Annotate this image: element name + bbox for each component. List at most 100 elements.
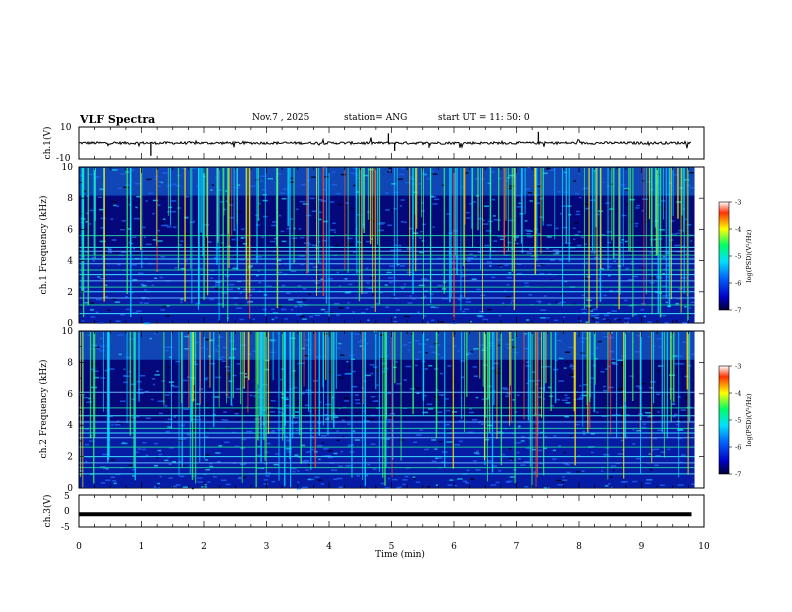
spectrogram-cell — [682, 341, 687, 344]
spectrogram-cell — [257, 389, 261, 391]
spectrogram-cell — [146, 178, 152, 181]
ch1-ytick-top: 10 — [60, 123, 72, 133]
spectrogram-cell — [117, 263, 121, 266]
spectrogram-cell — [516, 206, 523, 208]
spectrogram-cell — [556, 479, 562, 482]
spectrogram-cell — [488, 167, 492, 169]
spectrogram-cell — [175, 360, 181, 363]
spectrogram-cell — [576, 471, 581, 473]
spectrogram-cell — [682, 232, 689, 234]
spectrogram-cell — [125, 308, 130, 311]
spectrogram-cell — [370, 238, 374, 240]
spectrogram-cell — [584, 338, 588, 340]
spectrogram-cell — [609, 486, 613, 489]
spectrogram-cell — [447, 365, 452, 367]
spectrogram-cell — [205, 428, 209, 431]
spectrogram-cell — [242, 476, 247, 479]
spectrogram-cell — [676, 420, 680, 423]
spectrogram-cell — [605, 485, 609, 487]
spectrogram-cell — [529, 248, 534, 250]
spectrogram-cell — [578, 455, 581, 457]
spectrogram-cell — [414, 364, 418, 367]
spectrogram-cell — [193, 354, 197, 357]
spectrogram-cell — [451, 322, 457, 325]
spectrogram-cell — [678, 288, 683, 290]
spectrogram-cell — [369, 364, 375, 366]
spectrogram-cell — [619, 406, 623, 409]
spectrogram-cell — [92, 370, 99, 373]
spectrogram-cell — [171, 183, 176, 185]
spectrogram-cell — [508, 458, 514, 460]
spectrogram-cell — [129, 464, 132, 467]
spectrogram-cell — [514, 242, 519, 245]
spectrogram-cell — [280, 378, 283, 381]
spectrogram-cell — [234, 410, 240, 412]
spectrogram-cell — [379, 222, 386, 224]
spectrogram-cell — [273, 237, 278, 240]
spectrogram-cell — [142, 441, 147, 444]
spectrogram-cell — [311, 210, 317, 213]
spectrogram-cell — [557, 302, 562, 305]
spectrogram-cell — [469, 202, 473, 205]
spectrogram-cell — [492, 215, 496, 217]
spectrogram-cell — [467, 431, 474, 434]
spectrogram-cell — [405, 181, 411, 184]
spectrogram-cell — [238, 303, 244, 306]
spectrogram-cell — [301, 347, 305, 350]
spectrogram-cell — [88, 173, 95, 176]
spectrogram-cell — [93, 345, 98, 347]
spectrogram-cell — [170, 384, 174, 387]
spectrogram-cell — [594, 357, 598, 360]
spectrogram-cell — [304, 404, 309, 407]
spectrogram-cell — [516, 273, 523, 275]
spectrogram-cell — [426, 321, 430, 324]
spectrogram-cell — [374, 232, 380, 234]
spectrogram-cell — [656, 393, 660, 396]
spectrogram-cell — [315, 356, 321, 358]
spectrogram-cell — [336, 430, 339, 432]
spectrogram-cell — [98, 208, 105, 211]
spectrogram-cell — [434, 457, 439, 460]
spectrogram-cell — [105, 479, 111, 482]
spectrogram-cell — [660, 451, 666, 453]
spectrogram-cell — [385, 306, 390, 309]
spectrogram-cell — [311, 448, 316, 451]
spectrogram-cell — [451, 268, 458, 270]
ch2-colorbar-label: log(PSD)(V²/Hz) — [745, 393, 753, 446]
spectrogram-cell — [620, 439, 624, 442]
spectrogram-cell — [281, 284, 286, 287]
spectrogram-cell — [216, 344, 220, 347]
spectrogram-cell — [333, 302, 340, 305]
spectrogram-cell — [529, 200, 533, 202]
spectrogram-cell — [294, 411, 300, 413]
spectrogram-cell — [557, 190, 561, 193]
spectrogram-cell — [222, 346, 228, 349]
spectrogram-cell — [422, 411, 429, 414]
spectrogram-cell — [151, 378, 156, 380]
spectrogram-cell — [434, 448, 438, 450]
spectrogram-cell — [600, 234, 606, 236]
spectrogram-cell — [506, 276, 513, 279]
spectrogram-cell — [600, 371, 605, 373]
spectrogram-cell — [154, 487, 161, 489]
spectrogram-cell — [648, 453, 651, 455]
spectrogram-cell — [336, 271, 339, 274]
spectrogram-cell — [591, 317, 597, 320]
spectrogram-cell — [677, 484, 684, 486]
spectrogram-cell — [609, 476, 613, 478]
spectrogram-cell — [276, 305, 282, 307]
spectrogram-cell — [474, 178, 479, 180]
spectrogram-cell — [263, 483, 269, 485]
spectrogram-cell — [286, 451, 292, 453]
spectrogram-cell — [411, 183, 417, 185]
spectrogram-cell — [375, 370, 380, 372]
spectrogram-cell — [495, 481, 500, 484]
spectrogram-cell — [349, 366, 353, 368]
spectrogram-cell — [314, 314, 321, 317]
spectrogram-cell — [388, 167, 392, 170]
spectrogram-cell — [286, 227, 291, 230]
spectrogram-cell — [303, 459, 309, 462]
spectrogram-cell — [543, 295, 547, 297]
spectrogram-cell — [426, 338, 429, 341]
spectrogram-cell — [690, 301, 697, 304]
